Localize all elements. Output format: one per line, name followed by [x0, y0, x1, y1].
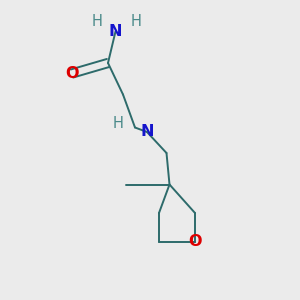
Text: N: N — [140, 124, 154, 140]
Text: H: H — [131, 14, 142, 28]
Text: O: O — [188, 234, 202, 249]
Text: O: O — [65, 66, 79, 81]
Text: N: N — [109, 24, 122, 39]
Text: H: H — [92, 14, 103, 28]
Text: H: H — [113, 116, 124, 130]
